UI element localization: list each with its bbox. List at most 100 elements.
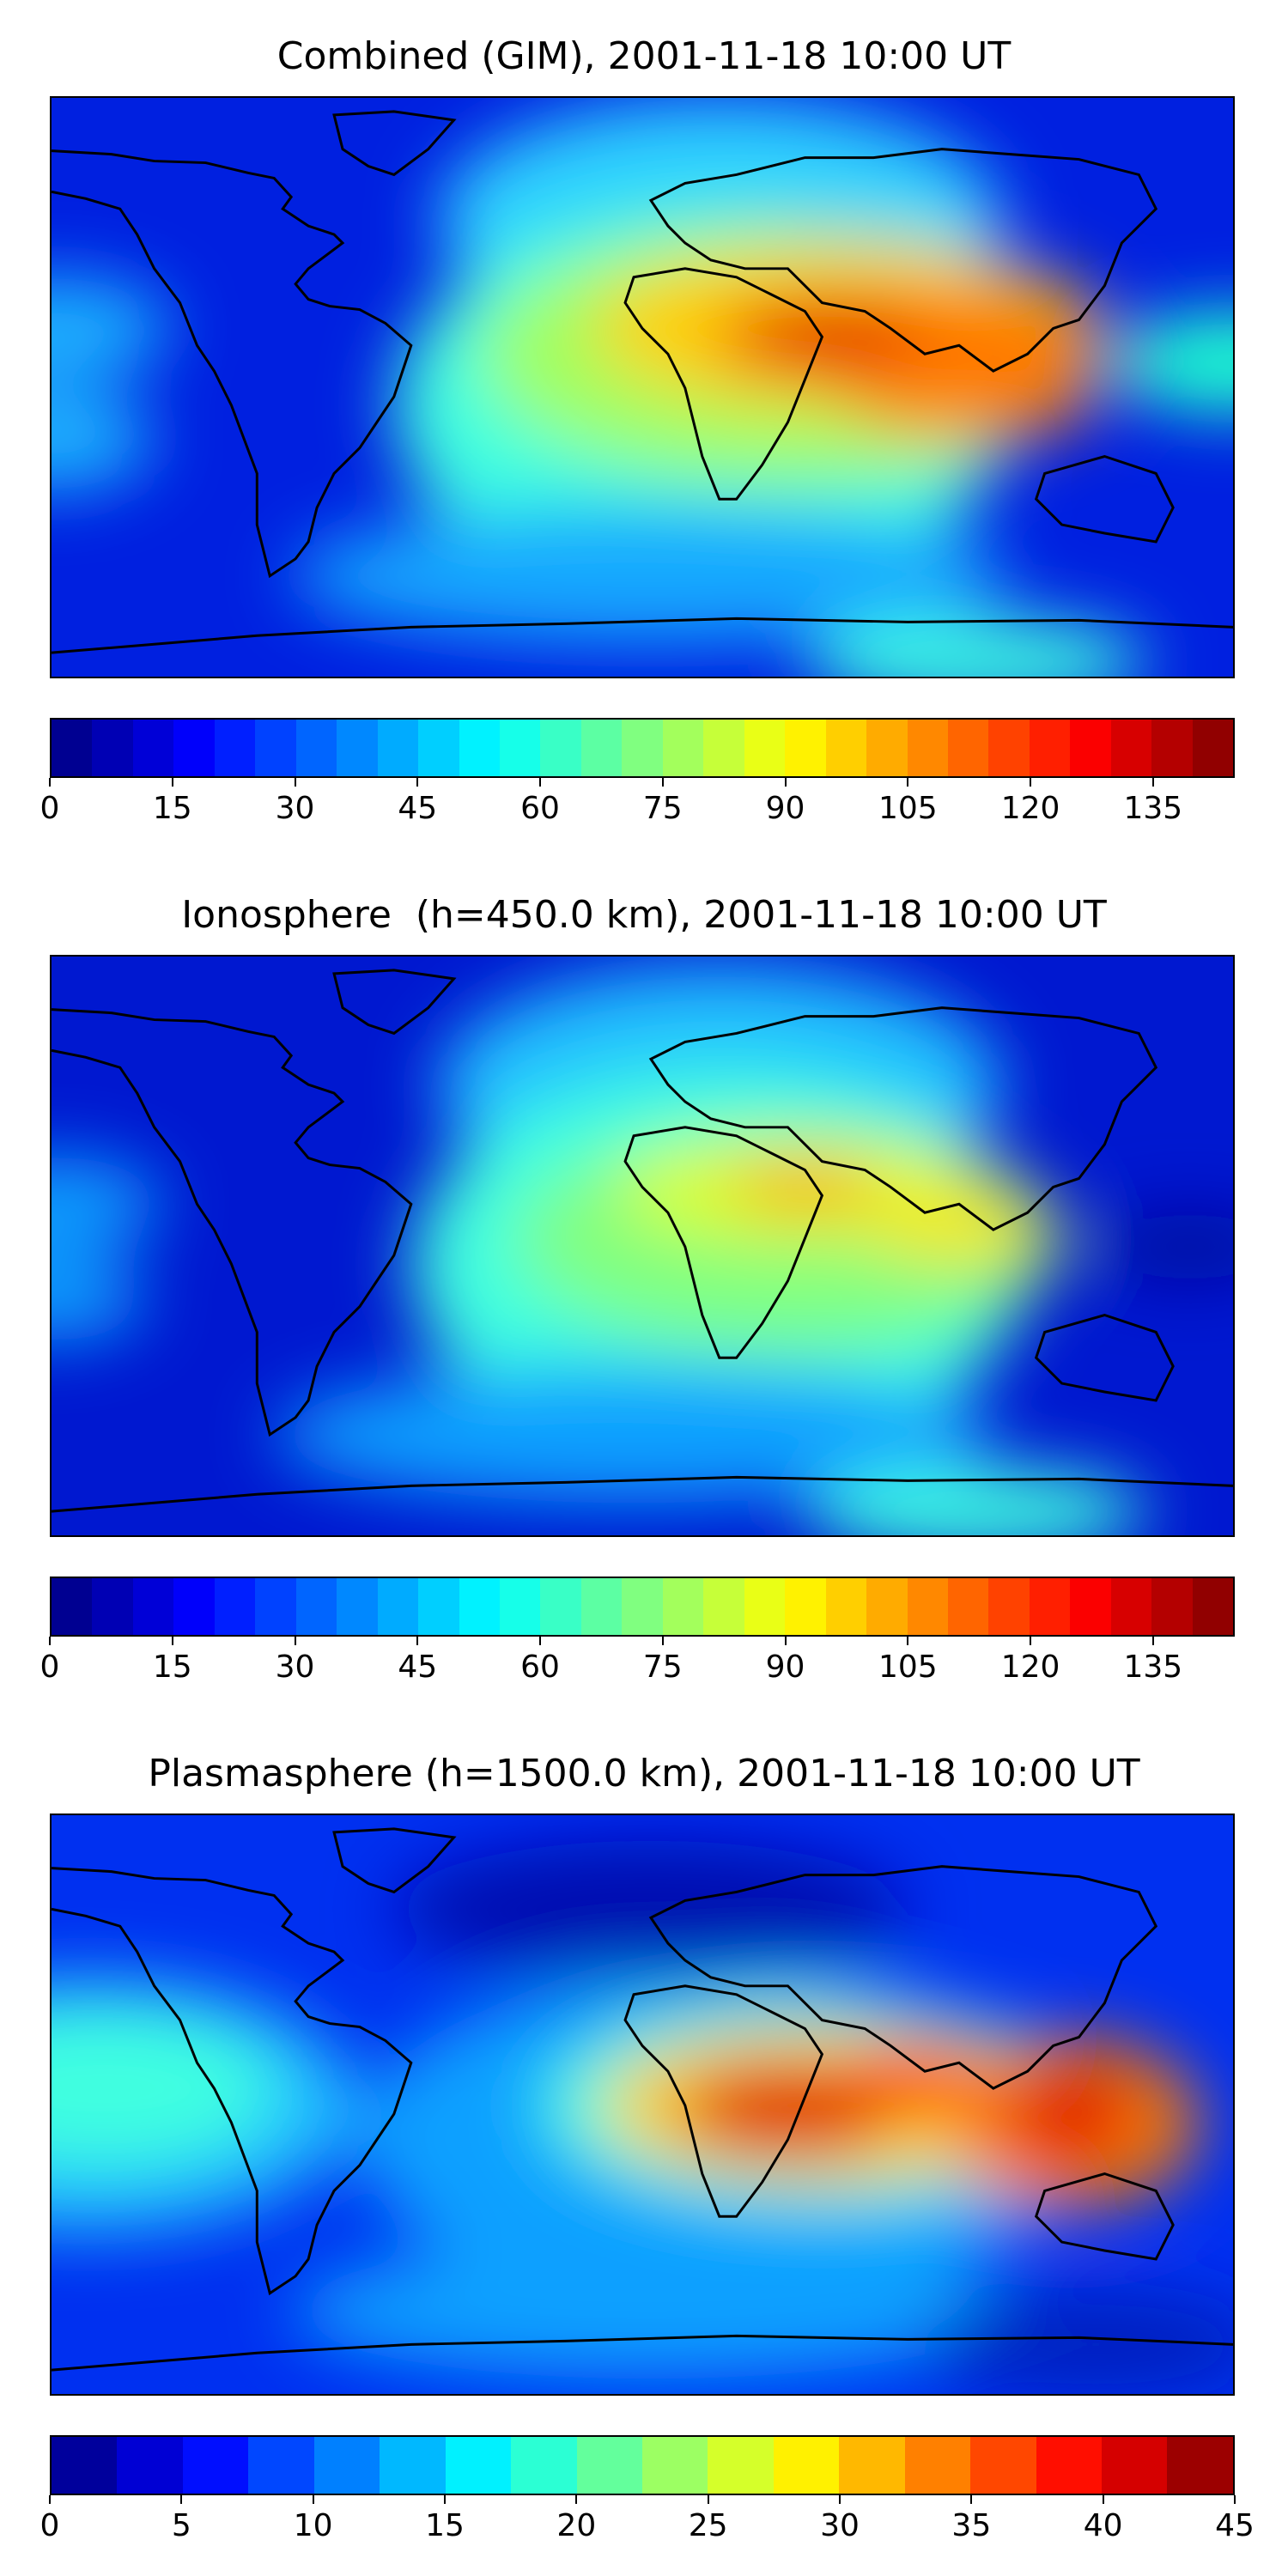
colorbar-tick-mark: [416, 1637, 419, 1645]
coastline-antarctica: [52, 2334, 1233, 2372]
tec-blob: [727, 298, 917, 368]
colorbar-ticks: 0 5 10 15 20 25 30 35 40 45: [40, 2495, 1255, 2547]
colorbar-tick-label: 60: [520, 1649, 560, 1685]
tec-blob: [839, 354, 1097, 440]
coastlines: [52, 969, 1233, 1513]
coastline-eurasia: [648, 1006, 1158, 1231]
colorbar-ticks: 0 15 30 45 60 75 90 105 120 135: [40, 778, 1235, 829]
colorbar-segment: [511, 2437, 577, 2494]
colorbar-segment: [255, 1578, 296, 1635]
coastline-australia: [1034, 2172, 1175, 2261]
coastlines: [52, 110, 1233, 654]
coastline-africa: [623, 267, 824, 501]
tec-blob: [727, 1161, 883, 1213]
coastline-north-america: [52, 149, 413, 579]
colorbar-segment: [708, 2437, 774, 2494]
colorbar-tick-mark: [661, 778, 664, 787]
tec-blob: [1001, 2063, 1139, 2166]
colorbar-segment: [173, 720, 215, 776]
colorbar-segment: [117, 2437, 183, 2494]
colorbar-tick-label: 5: [171, 2508, 191, 2543]
colorbar-segment: [825, 720, 867, 776]
colorbar-tick-mark: [1151, 1637, 1154, 1645]
tec-blob: [925, 2293, 1233, 2394]
colorbar-tick-label: 120: [1000, 1649, 1060, 1685]
tec-blob: [52, 276, 172, 380]
colorbar-segment: [904, 2437, 971, 2494]
colorbar-segment: [1151, 720, 1193, 776]
colorbar-segment: [214, 1578, 256, 1635]
colorbar-segment: [1110, 720, 1152, 776]
colorbar-ticks: 0 15 30 45 60 75 90 105 120 135: [40, 1637, 1235, 1688]
colorbar-segment: [418, 720, 459, 776]
map-plasmasphere: [50, 1814, 1235, 2396]
colorbar-tick-mark: [49, 778, 51, 787]
colorbar-segment: [907, 720, 948, 776]
colorbar-segment: [92, 720, 133, 776]
colorbar-tick-mark: [49, 2495, 51, 2504]
tec-map: [52, 98, 1233, 677]
colorbar-segment: [1029, 720, 1071, 776]
colorbar-segment: [576, 2437, 642, 2494]
coastlines: [52, 1827, 1233, 2372]
tec-blob: [676, 2063, 900, 2157]
colorbar-segment: [988, 1578, 1030, 1635]
colorbar-segment: [459, 720, 500, 776]
colorbar-tick-label: 60: [520, 791, 560, 826]
colorbar-segment: [418, 1578, 459, 1635]
colorbar-segment: [1070, 720, 1111, 776]
coastline-north-america: [52, 1867, 413, 2296]
panel-plasmasphere: Plasmasphere (h=1500.0 km), 2001-11-18 1…: [0, 1717, 1288, 2576]
colorbar-segment: [825, 1578, 867, 1635]
tec-blob: [1096, 1212, 1233, 1281]
tec-field: [52, 964, 1233, 1535]
colorbar-tick-label: 15: [152, 1649, 192, 1685]
colorbar-segment: [92, 1578, 133, 1635]
coastline-north-america: [52, 1008, 413, 1437]
colorbar-tick-label: 90: [765, 791, 805, 826]
colorbar-tick-mark: [1030, 778, 1032, 787]
colorbar-segment: [866, 720, 908, 776]
colorbar-segment: [662, 1578, 704, 1635]
colorbar-segment: [1151, 1578, 1193, 1635]
colorbar-segment: [744, 720, 786, 776]
colorbar-segment: [380, 2437, 446, 2494]
colorbar-segment: [839, 2437, 905, 2494]
colorbar-segment: [377, 720, 419, 776]
colorbar-tick-label: 25: [688, 2508, 728, 2543]
panel-title: Ionosphere (h=450.0 km), 2001-11-18 10:0…: [181, 893, 1107, 937]
colorbar-tick-mark: [444, 2495, 446, 2504]
colorbar-segment: [785, 720, 826, 776]
colorbar-tick-label: 0: [39, 2508, 60, 2543]
colorbar-segment: [248, 2437, 314, 2494]
colorbar-segment: [459, 1578, 500, 1635]
colorbar-tick-label: 15: [152, 791, 192, 826]
coastline-africa: [623, 1984, 824, 2218]
colorbar-segment: [866, 1578, 908, 1635]
colorbar-segment: [907, 1578, 948, 1635]
colorbar-tick-label: 75: [642, 1649, 683, 1685]
colorbar-tick-label: 0: [39, 791, 60, 826]
colorbar-tick-label: 45: [398, 1649, 438, 1685]
colorbar-tick-mark: [171, 778, 173, 787]
colorbar-tick-label: 40: [1083, 2508, 1123, 2543]
colorbar-segment: [744, 1578, 786, 1635]
colorbar-segment: [662, 720, 704, 776]
colorbar-tick-label: 135: [1123, 791, 1183, 826]
colorbar-segment: [540, 720, 581, 776]
tec-blob: [865, 1200, 1054, 1260]
coastline-antarctica: [52, 617, 1233, 654]
colorbar-segment: [499, 1578, 541, 1635]
coastline-australia: [1034, 454, 1175, 544]
colorbar-tick-mark: [416, 778, 419, 787]
coastline-greenland: [332, 969, 457, 1036]
tec-blob: [805, 1468, 1148, 1535]
colorbar-tick-label: 135: [1123, 1649, 1183, 1685]
colorbar-segment: [622, 1578, 663, 1635]
colorbar-segment: [214, 720, 256, 776]
colorbar-segment: [1102, 2437, 1168, 2494]
colorbar-tick-label: 30: [820, 2508, 860, 2543]
colorbar-segment: [313, 2437, 380, 2494]
colorbar-tick-label: 35: [951, 2508, 992, 2543]
colorbar-segment: [52, 720, 93, 776]
